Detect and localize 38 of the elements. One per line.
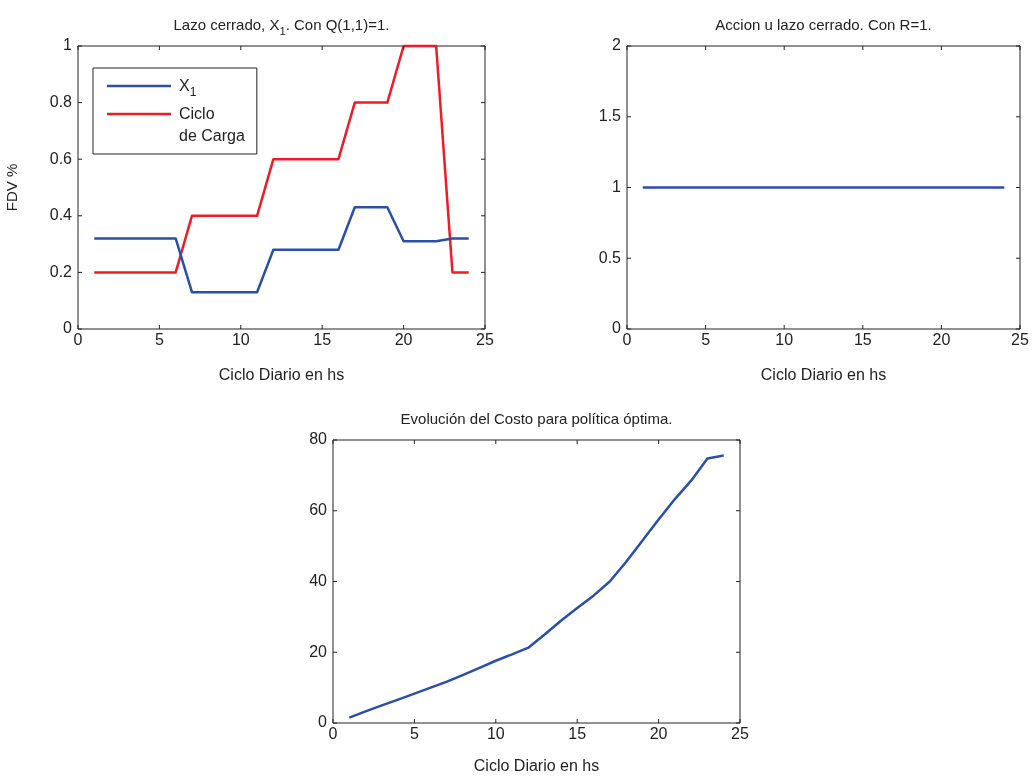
chart-title: Accion u lazo cerrado. Con R=1. — [715, 16, 932, 33]
x-axis-title: Ciclo Diario en hs — [473, 756, 600, 774]
x-tick-label: 15 — [853, 331, 872, 349]
x-tick-label: 25 — [476, 331, 494, 349]
x-tick-label: 10 — [486, 725, 505, 743]
y-tick-label: 0.8 — [49, 93, 73, 111]
y-tick-label: 60 — [309, 501, 328, 519]
y-tick-label: 1.5 — [598, 107, 622, 125]
x-tick-label: 20 — [394, 331, 413, 349]
y-tick-label: 0 — [612, 319, 622, 337]
y-tick-label: 0.5 — [598, 248, 622, 266]
x-tick-label: 15 — [568, 725, 587, 743]
x-tick-label: 10 — [775, 331, 794, 349]
y-tick-label: 0.4 — [49, 206, 73, 224]
y-tick-label: 1 — [612, 177, 622, 195]
y-tick-label: 0 — [63, 319, 73, 337]
x-tick-label: 15 — [313, 331, 332, 349]
y-tick-label: 0.6 — [49, 149, 73, 167]
y-tick-label: 1 — [63, 36, 73, 54]
y-tick-label: 2 — [612, 36, 622, 54]
y-tick-label: 0 — [318, 713, 328, 731]
y-tick-label: 0.2 — [49, 262, 73, 280]
x-tick-label: 20 — [932, 331, 951, 349]
x-axis-title: Ciclo Diario en hs — [218, 365, 345, 383]
x-tick-label: 5 — [154, 331, 164, 349]
legend-label: Ciclo de Carga — [179, 105, 245, 144]
x-axis-title: Ciclo Diario en hs — [760, 365, 887, 383]
x-tick-label: 10 — [231, 331, 250, 349]
x-tick-label: 20 — [649, 725, 668, 743]
y-axis-title: FDV % — [3, 163, 21, 212]
y-tick-label: 20 — [309, 642, 328, 660]
x-tick-label: 5 — [409, 725, 419, 743]
x-tick-label: 25 — [1011, 331, 1029, 349]
x-tick-label: 5 — [701, 331, 711, 349]
y-tick-label: 80 — [309, 430, 328, 448]
x-tick-label: 25 — [731, 725, 749, 743]
y-tick-label: 40 — [309, 571, 328, 589]
chart-title: Evolución del Costo para política óptima. — [400, 410, 673, 427]
